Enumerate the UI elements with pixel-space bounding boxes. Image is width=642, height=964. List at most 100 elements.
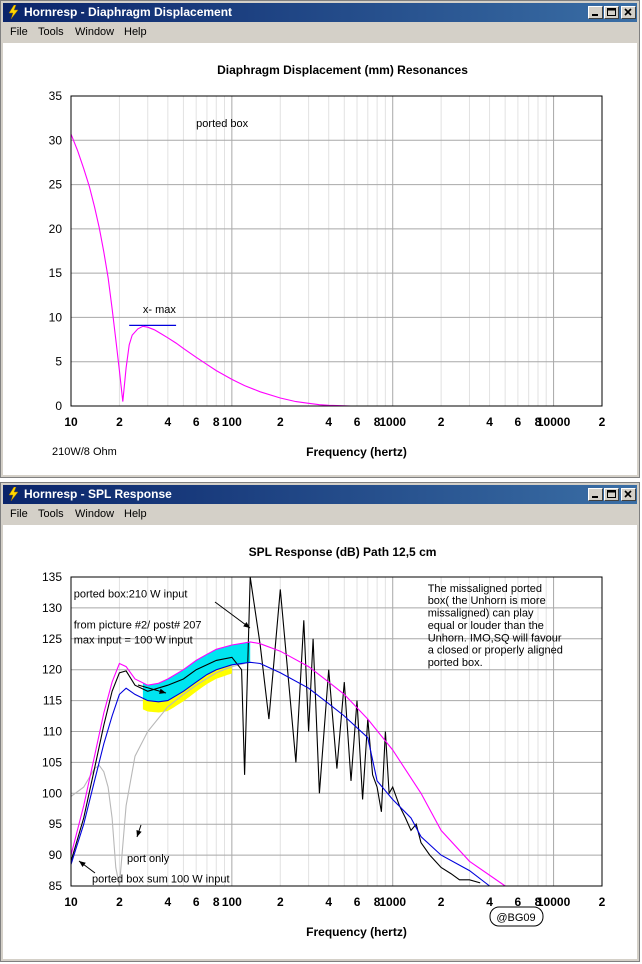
x-tick-label: 6 xyxy=(354,415,361,429)
x-tick-label: 4 xyxy=(486,415,493,429)
x-tick-label: 4 xyxy=(165,895,172,909)
series-line xyxy=(70,661,490,887)
y-tick-label: 5 xyxy=(55,355,62,369)
maximize-button[interactable] xyxy=(604,488,619,501)
window-title: Hornresp - SPL Response xyxy=(24,487,172,501)
y-tick-label: 95 xyxy=(49,817,63,831)
minimize-button[interactable] xyxy=(588,6,603,19)
x-tick-label: 100 xyxy=(222,895,242,909)
menu-window[interactable]: Window xyxy=(75,26,115,38)
x-tick-label: 2 xyxy=(116,415,123,429)
arrow-210w xyxy=(214,601,251,629)
x-tick-label: 4 xyxy=(325,415,332,429)
y-tick-label: 115 xyxy=(43,694,62,708)
y-tick-label: 125 xyxy=(42,632,62,646)
x-tick-label: 100 xyxy=(222,415,242,429)
chart-area: Diaphragm Displacement (mm) Resonances 0 5… xyxy=(3,43,637,475)
plot-frame xyxy=(70,576,603,887)
menu-window[interactable]: Window xyxy=(75,508,115,520)
annotation: box( the Unhorn is more xyxy=(428,595,546,607)
series-line xyxy=(70,576,481,884)
x-tick-label: 10000 xyxy=(537,415,571,429)
power-note: 210W/8 Ohm xyxy=(52,446,117,458)
maximize-icon xyxy=(607,8,616,16)
y-tick-label: 85 xyxy=(49,879,63,893)
annotation: The missaligned ported xyxy=(428,583,542,595)
y-tick-label: 35 xyxy=(49,89,63,103)
x-tick-label: 2 xyxy=(599,895,606,909)
annotation: ported box:210 W input xyxy=(74,588,188,600)
x-tick-label: 2 xyxy=(116,895,123,909)
x-tick-label: 6 xyxy=(193,895,200,909)
x-tick-label: 6 xyxy=(354,895,361,909)
watermark-text: @BG09 xyxy=(496,912,535,924)
minimize-icon xyxy=(592,14,598,16)
series-line xyxy=(70,133,352,407)
x-tick-label: 2 xyxy=(599,415,606,429)
annotation: missaligned) can play xyxy=(428,608,534,620)
displacement-window: Hornresp - Diaphragm Displacement File T… xyxy=(0,0,640,478)
annotation: x- max xyxy=(143,304,177,316)
x-tick-label: 1000 xyxy=(379,895,406,909)
y-tick-label: 105 xyxy=(42,755,62,769)
spl-chart: SPL Response (dB) Path 12,5 cm 85 90 95 100 1… xyxy=(42,545,606,939)
x-tick-label: 8 xyxy=(374,895,381,909)
menu-help[interactable]: Help xyxy=(124,26,147,38)
hornresp-lightning-icon xyxy=(8,487,19,501)
x-tick-label: 2 xyxy=(277,415,284,429)
x-tick-label: 1000 xyxy=(379,415,406,429)
maximize-button[interactable] xyxy=(604,6,619,19)
arrow-210w-head xyxy=(243,621,250,628)
x-tick-label: 8 xyxy=(535,895,542,909)
menu-file[interactable]: File xyxy=(10,508,28,520)
x-tick-label: 8 xyxy=(374,415,381,429)
arrow-port-only-head xyxy=(136,830,142,837)
x-tick-label: 10000 xyxy=(537,895,571,909)
y-tick-label: 30 xyxy=(49,133,63,147)
hornresp-lightning-icon xyxy=(8,5,19,19)
window-title: Hornresp - Diaphragm Displacement xyxy=(24,5,233,19)
y-tick-label: 130 xyxy=(42,601,62,615)
y-tick-label: 15 xyxy=(49,266,63,280)
x-axis-label: Frequency (hertz) xyxy=(306,925,407,939)
arrow-sum-head xyxy=(79,861,86,868)
minimize-button[interactable] xyxy=(588,488,603,501)
x-axis-label: Frequency (hertz) xyxy=(306,445,407,459)
chart-area: SPL Response (dB) Path 12,5 cm 85 90 95 100 1… xyxy=(3,525,637,959)
x-tick-label: 6 xyxy=(515,415,522,429)
close-button[interactable] xyxy=(621,488,636,501)
close-button[interactable] xyxy=(621,6,636,19)
y-tick-label: 100 xyxy=(42,786,62,800)
title-bar: Hornresp - Diaphragm Displacement xyxy=(3,3,637,22)
menu-tools[interactable]: Tools xyxy=(38,26,64,38)
menu-help[interactable]: Help xyxy=(124,508,147,520)
watermark-badge xyxy=(489,906,544,927)
x-tick-label: 4 xyxy=(325,895,332,909)
y-tick-label: 25 xyxy=(49,178,63,192)
menu-tools[interactable]: Tools xyxy=(38,508,64,520)
annotation: ported box sum 100 W input xyxy=(92,873,230,885)
annotation: equal or louder than the xyxy=(428,620,544,632)
menu-bar: File Tools Window Help xyxy=(3,23,637,42)
x-tick-label: 4 xyxy=(486,895,493,909)
menu-bar: File Tools Window Help xyxy=(3,505,637,524)
x-tick-label: 6 xyxy=(193,415,200,429)
minimize-icon xyxy=(592,496,598,498)
y-tick-label: 0 xyxy=(55,399,62,413)
shaded-region xyxy=(142,641,251,702)
y-tick-label: 135 xyxy=(42,570,62,584)
annotation: max input = 100 W input xyxy=(74,635,193,647)
spl-window: Hornresp - SPL Response File Tools Windo… xyxy=(0,482,640,962)
y-tick-label: 120 xyxy=(42,663,62,677)
x-tick-label: 10 xyxy=(64,415,78,429)
x-tick-label: 2 xyxy=(277,895,284,909)
plot-frame xyxy=(70,95,603,407)
maximize-icon xyxy=(607,490,616,498)
close-icon xyxy=(624,490,632,498)
annotation: ported box xyxy=(196,118,248,130)
annotation: port only xyxy=(127,853,170,865)
y-tick-label: 90 xyxy=(49,848,63,862)
x-tick-label: 4 xyxy=(165,415,172,429)
menu-file[interactable]: File xyxy=(10,26,28,38)
chart-title: SPL Response (dB) Path 12,5 cm xyxy=(249,545,437,559)
